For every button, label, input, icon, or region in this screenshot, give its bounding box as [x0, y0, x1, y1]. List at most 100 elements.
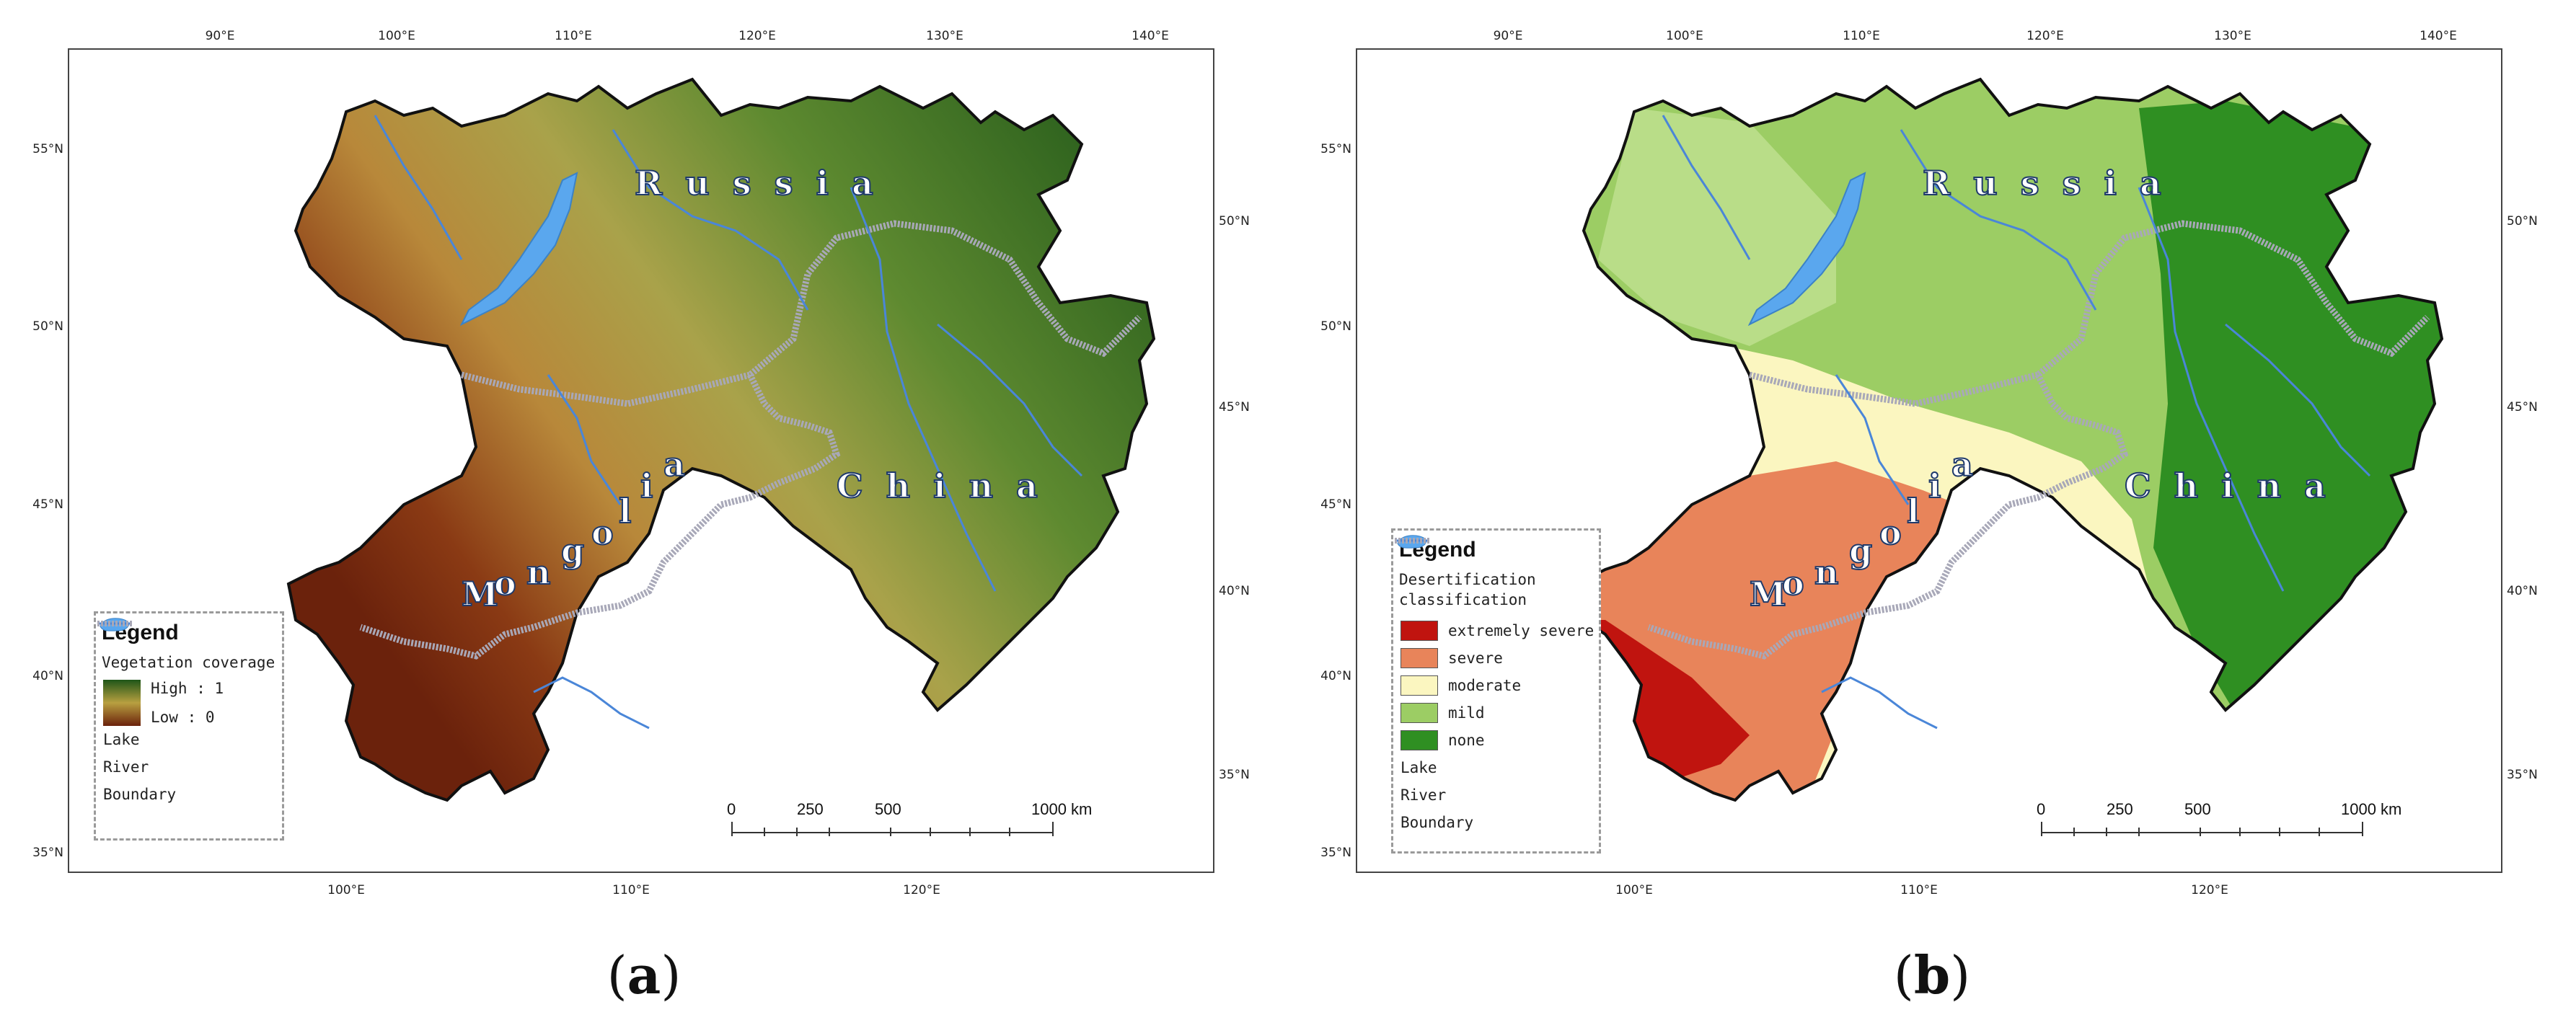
- scale-label: 1000 km: [2341, 800, 2402, 818]
- lake-baikal: [459, 172, 578, 327]
- swatch-extremely-severe: [1401, 621, 1438, 641]
- svg-text:i: i: [640, 466, 658, 505]
- legend-high-label: High : 1: [151, 680, 224, 697]
- label-mongolia: M o n g o l i a: [461, 444, 691, 614]
- panel-a-vegetation-map: 90°E 100°E 110°E 120°E 130°E 140°E 55°N …: [32, 29, 1250, 1006]
- legend-label: Boundary: [1401, 814, 1474, 831]
- right-tick: 35°N: [2507, 768, 2538, 782]
- legend-row-class: extremely severe: [1401, 617, 1599, 644]
- svg-text:o: o: [1879, 513, 1907, 552]
- top-tick: 130°E: [926, 29, 963, 43]
- top-tick: 100°E: [378, 29, 415, 43]
- top-tick: 140°E: [1132, 29, 1169, 43]
- bottom-tick: 110°E: [1900, 883, 1938, 897]
- right-graticule: 50°N 45°N 40°N 35°N: [2507, 214, 2538, 782]
- lake-baikal: [1747, 172, 1866, 327]
- label-mongolia: M o n g o l i a: [1749, 444, 1979, 614]
- left-tick: 40°N: [32, 669, 63, 683]
- left-graticule: 55°N 50°N 45°N 40°N 35°N: [1320, 142, 1351, 860]
- right-tick: 45°N: [2507, 400, 2538, 414]
- scale-label: 1000 km: [1031, 800, 1093, 818]
- swatch-mild: [1401, 703, 1438, 723]
- legend-row-boundary: Boundary: [1395, 538, 1599, 836]
- top-tick: 110°E: [555, 29, 592, 43]
- right-tick: 40°N: [1219, 584, 1250, 598]
- gradient-swatch: [103, 680, 141, 726]
- svg-text:o: o: [1782, 564, 1810, 603]
- panel-b-desertification-map: 90°E 100°E 110°E 120°E 130°E 140°E 55°N …: [1288, 0, 2576, 1033]
- right-tick: 40°N: [2507, 584, 2538, 598]
- bottom-graticule: 100°E 110°E 120°E: [327, 883, 940, 897]
- legend-row-class: none: [1401, 727, 1599, 754]
- svg-text:g: g: [561, 531, 590, 570]
- svg-text:n: n: [1814, 553, 1844, 592]
- left-tick: 35°N: [1320, 846, 1351, 860]
- left-tick: 35°N: [32, 846, 63, 860]
- top-tick: 90°E: [1494, 29, 1523, 43]
- swatch-severe: [1401, 648, 1438, 668]
- country-boundary: [460, 220, 1142, 407]
- scale-label: 500: [875, 800, 901, 818]
- left-tick: 50°N: [1320, 319, 1351, 334]
- legend-row-river: River: [97, 622, 282, 781]
- legend-subtitle: Desertification classification: [1399, 571, 1536, 608]
- class-mild-light-area: [1598, 108, 1836, 346]
- top-tick: 100°E: [1666, 29, 1703, 43]
- svg-text:a: a: [1951, 445, 1979, 484]
- left-tick: 55°N: [1320, 142, 1351, 156]
- caption-b: (b): [1893, 944, 1971, 1006]
- legend-subtitle: Vegetation coverage: [102, 654, 275, 671]
- label-russia: R u s s i a: [635, 164, 879, 203]
- scale-bar: [731, 822, 1054, 836]
- right-tick: 35°N: [1219, 768, 1250, 782]
- bottom-tick: 100°E: [327, 883, 365, 897]
- legend-label: none: [1448, 732, 1485, 749]
- legend-label: Lake: [1401, 759, 1437, 776]
- top-tick: 90°E: [206, 29, 235, 43]
- legend-label: severe: [1448, 649, 1503, 667]
- swatch-moderate: [1401, 675, 1438, 696]
- right-tick: 45°N: [1219, 400, 1250, 414]
- scale-label: 0: [2037, 800, 2046, 818]
- bottom-tick: 110°E: [612, 883, 650, 897]
- svg-text:o: o: [494, 564, 522, 603]
- legend-gradient-group: High : 1 Low : 0: [103, 680, 282, 726]
- rivers: [374, 115, 1083, 730]
- legend-row-river: River: [1395, 539, 1599, 809]
- legend-label: extremely severe: [1448, 622, 1594, 639]
- left-tick: 45°N: [1320, 497, 1351, 512]
- left-tick: 55°N: [32, 142, 63, 156]
- legend-row-lake: Lake: [100, 618, 282, 753]
- study-region-outline: [1574, 77, 2444, 802]
- legend-row-lake: Lake: [1397, 535, 1599, 781]
- map-b-svg: 90°E 100°E 110°E 120°E 130°E 140°E 55°N …: [1320, 29, 2538, 897]
- right-tick: 50°N: [2507, 214, 2538, 229]
- svg-text:l: l: [1907, 492, 1925, 531]
- top-tick: 130°E: [2214, 29, 2251, 43]
- left-tick: 50°N: [32, 319, 63, 334]
- right-tick: 50°N: [1219, 214, 1250, 229]
- svg-text:i: i: [1928, 466, 1946, 505]
- bottom-tick: 100°E: [1615, 883, 1653, 897]
- svg-text:g: g: [1849, 531, 1878, 570]
- scale-label: 250: [797, 800, 824, 818]
- svg-text:M: M: [462, 575, 504, 613]
- top-tick: 120°E: [738, 29, 776, 43]
- right-graticule: 50°N 45°N 40°N 35°N: [1219, 214, 1250, 782]
- svg-text:a: a: [663, 445, 691, 484]
- boundary-icon: [97, 621, 132, 626]
- top-tick: 140°E: [2420, 29, 2457, 43]
- top-tick: 110°E: [1843, 29, 1880, 43]
- legend-label: River: [1401, 786, 1447, 804]
- scale-label: 0: [727, 800, 736, 818]
- legend-row-boundary: Boundary: [97, 621, 282, 808]
- top-graticule: 90°E 100°E 110°E 120°E 130°E 140°E: [206, 29, 1169, 43]
- boundary-icon: [1395, 538, 1429, 544]
- country-boundary: [1748, 220, 2430, 407]
- legend-label: River: [103, 758, 149, 776]
- top-tick: 120°E: [2026, 29, 2064, 43]
- bottom-graticule: 100°E 110°E 120°E: [1615, 883, 2228, 897]
- left-graticule: 55°N 50°N 45°N 40°N 35°N: [32, 142, 63, 860]
- legend-label: moderate: [1448, 677, 1522, 694]
- legend-row-class: moderate: [1401, 672, 1599, 699]
